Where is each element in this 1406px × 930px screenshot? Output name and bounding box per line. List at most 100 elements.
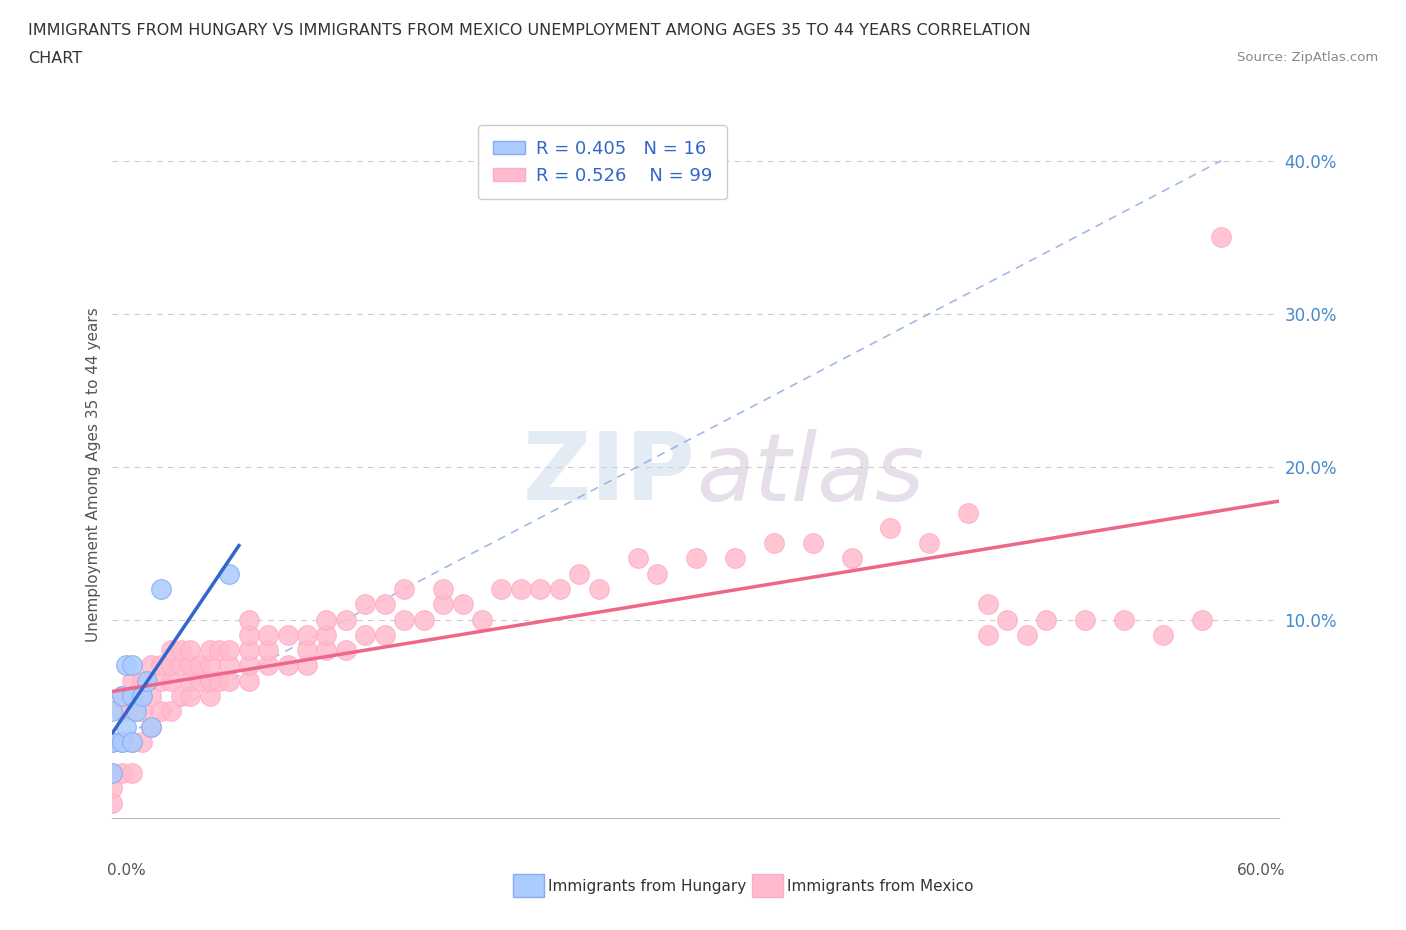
Point: [150, 704, 173, 719]
Point: [101, 735, 124, 750]
Point: [568, 566, 591, 581]
Point: [238, 612, 260, 627]
Text: Immigrants from Mexico: Immigrants from Mexico: [787, 879, 974, 894]
Point: [1209, 230, 1232, 245]
Point: [188, 658, 211, 673]
Point: [169, 688, 191, 703]
Point: [529, 581, 551, 596]
Point: [121, 765, 143, 780]
Point: [394, 612, 416, 627]
Point: [218, 566, 240, 581]
Point: [101, 735, 124, 750]
Point: [179, 658, 201, 673]
Point: [111, 704, 134, 719]
Point: [111, 688, 134, 703]
Point: [976, 628, 998, 643]
Point: [188, 673, 211, 688]
Point: [141, 688, 163, 703]
Point: [160, 704, 183, 719]
Point: [315, 643, 337, 658]
Point: [335, 612, 357, 627]
Point: [276, 658, 298, 673]
Point: [115, 658, 138, 673]
Text: Source: ZipAtlas.com: Source: ZipAtlas.com: [1237, 51, 1378, 64]
Point: [160, 673, 183, 688]
Point: [918, 536, 941, 551]
Text: Immigrants from Hungary: Immigrants from Hungary: [548, 879, 747, 894]
Point: [179, 688, 201, 703]
Point: [131, 704, 153, 719]
Text: IMMIGRANTS FROM HUNGARY VS IMMIGRANTS FROM MEXICO UNEMPLOYMENT AMONG AGES 35 TO : IMMIGRANTS FROM HUNGARY VS IMMIGRANTS FR…: [28, 23, 1031, 38]
Point: [257, 658, 280, 673]
Point: [238, 628, 260, 643]
Point: [879, 521, 901, 536]
Point: [801, 536, 824, 551]
Point: [315, 612, 337, 627]
Point: [179, 673, 201, 688]
Point: [141, 719, 163, 734]
Text: 0.0%: 0.0%: [107, 863, 145, 878]
Point: [160, 643, 183, 658]
Point: [101, 796, 124, 811]
Point: [1152, 628, 1174, 643]
Point: [509, 581, 531, 596]
Point: [238, 658, 260, 673]
Point: [198, 643, 221, 658]
Point: [374, 597, 396, 612]
Point: [335, 643, 357, 658]
Point: [976, 597, 998, 612]
Point: [1035, 612, 1057, 627]
Point: [101, 704, 124, 719]
Point: [208, 673, 231, 688]
Point: [150, 658, 173, 673]
Point: [548, 581, 571, 596]
Point: [995, 612, 1018, 627]
Point: [374, 628, 396, 643]
Point: [179, 643, 201, 658]
Point: [471, 612, 494, 627]
Point: [257, 643, 280, 658]
Point: [354, 597, 377, 612]
Point: [101, 765, 124, 780]
Point: [121, 735, 143, 750]
Point: [121, 688, 143, 703]
Point: [394, 581, 416, 596]
Point: [121, 735, 143, 750]
Point: [1191, 612, 1213, 627]
Point: [136, 673, 159, 688]
Point: [1112, 612, 1135, 627]
Point: [208, 643, 231, 658]
Point: [160, 658, 183, 673]
Point: [238, 673, 260, 688]
Text: CHART: CHART: [28, 51, 82, 66]
Legend: R = 0.405   N = 16, R = 0.526    N = 99: R = 0.405 N = 16, R = 0.526 N = 99: [478, 126, 727, 199]
Y-axis label: Unemployment Among Ages 35 to 44 years: Unemployment Among Ages 35 to 44 years: [86, 307, 101, 642]
Point: [1015, 628, 1038, 643]
Point: [451, 597, 474, 612]
Point: [432, 597, 454, 612]
Point: [111, 765, 134, 780]
Point: [121, 688, 143, 703]
Point: [257, 628, 280, 643]
Point: [141, 719, 163, 734]
Point: [125, 704, 148, 719]
Point: [198, 673, 221, 688]
Point: [491, 581, 513, 596]
Point: [115, 719, 138, 734]
Point: [218, 658, 240, 673]
Text: 60.0%: 60.0%: [1237, 863, 1285, 878]
Point: [762, 536, 785, 551]
Point: [141, 658, 163, 673]
Point: [111, 735, 134, 750]
Point: [150, 673, 173, 688]
Point: [685, 551, 707, 565]
Point: [841, 551, 863, 565]
Point: [276, 628, 298, 643]
Point: [131, 688, 153, 703]
Point: [169, 643, 191, 658]
Point: [588, 581, 610, 596]
Point: [218, 643, 240, 658]
Text: atlas: atlas: [696, 429, 924, 520]
Point: [131, 735, 153, 750]
Point: [218, 673, 240, 688]
